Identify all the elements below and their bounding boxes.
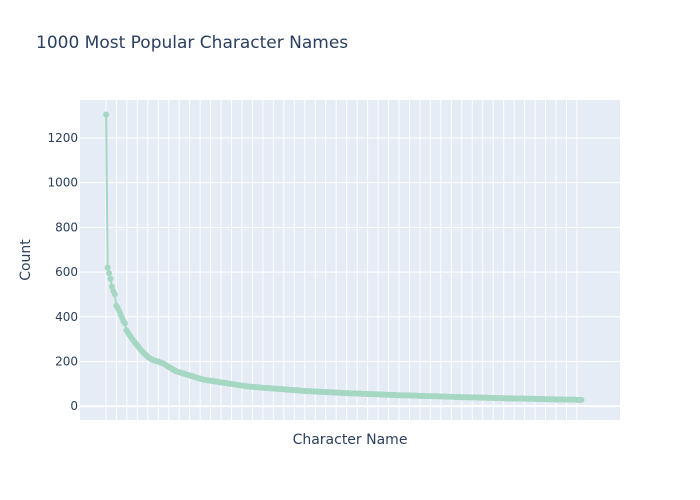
y-tick-label: 400 — [55, 310, 78, 324]
data-point — [103, 111, 110, 118]
y-tick-label: 600 — [55, 265, 78, 279]
data-point — [107, 275, 114, 282]
data-point — [106, 270, 113, 277]
chart-title: 1000 Most Popular Character Names — [36, 33, 349, 53]
y-tick-label: 1200 — [47, 131, 78, 145]
data-point — [121, 320, 128, 327]
data-point — [578, 396, 585, 403]
plot-area — [80, 100, 620, 420]
y-tick-label: 1000 — [47, 176, 78, 190]
y-tick-labels: 0 200 400 600 800 1000 1200 — [47, 131, 78, 413]
y-axis-title: Count — [18, 239, 34, 281]
y-tick-label: 800 — [55, 220, 78, 234]
y-gridlines — [80, 137, 620, 408]
x-axis-title: Character Name — [293, 432, 408, 448]
data-point — [111, 291, 118, 298]
y-tick-label: 200 — [55, 354, 78, 368]
y-tick-label: 0 — [70, 399, 78, 413]
x-gridlines — [105, 100, 578, 420]
series-layer — [103, 111, 585, 403]
data-point — [104, 264, 111, 271]
